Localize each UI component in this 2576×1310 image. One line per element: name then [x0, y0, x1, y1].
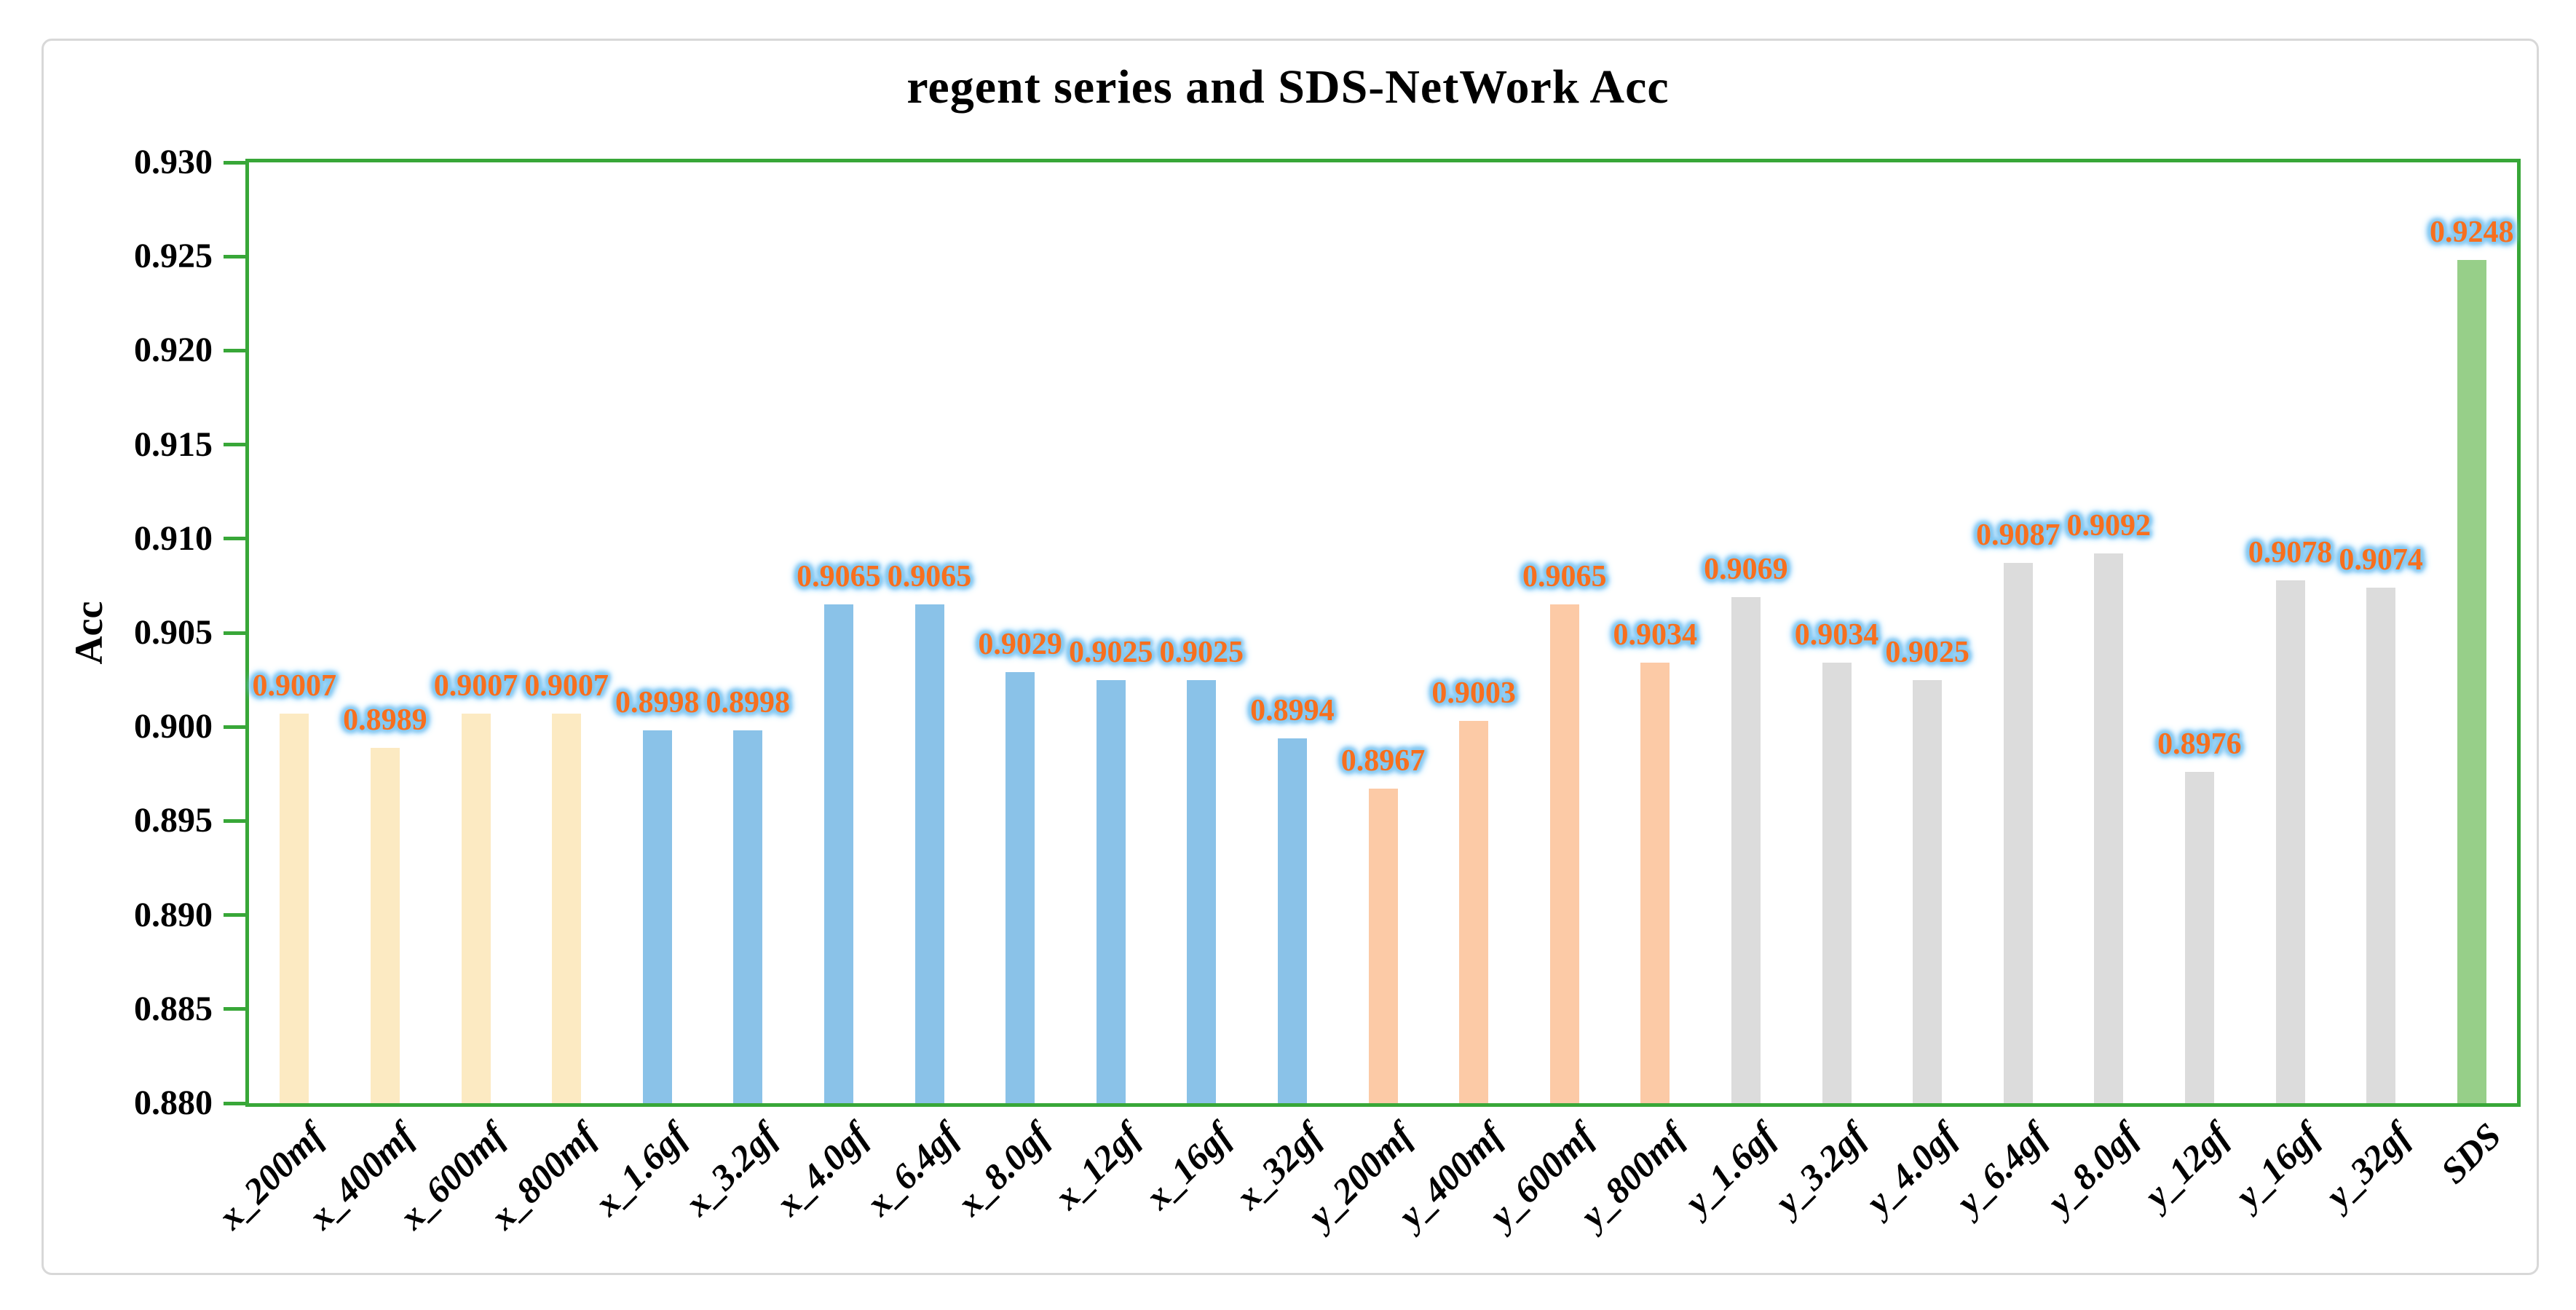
y-tick-label: 0.910 — [134, 518, 213, 558]
bar-value-label: 0.9065 — [887, 560, 972, 594]
bar-y_12gf — [2184, 772, 2214, 1103]
bar-x_8.0gf — [1005, 672, 1035, 1103]
bar-value-label: 0.8967 — [1340, 744, 1426, 778]
bar-value-label: 0.9029 — [978, 628, 1062, 662]
bar-value-label: 0.9069 — [1704, 552, 1788, 586]
bar-y_3.2gf — [1822, 663, 1852, 1103]
bar-y_200mf — [1368, 789, 1398, 1103]
y-tick-label: 0.920 — [134, 331, 213, 370]
bar-y_4.0gf — [1913, 679, 1943, 1103]
bar-value-label: 0.9025 — [1159, 635, 1244, 669]
y-tick-label: 0.885 — [134, 989, 213, 1028]
bar-y_6.4gf — [2003, 563, 2033, 1103]
bar-value-label: 0.9034 — [1613, 618, 1698, 652]
bar-value-label: 0.9074 — [2339, 542, 2423, 577]
bar-x_800mf — [552, 714, 582, 1103]
y-tick-mark — [224, 631, 245, 635]
bar-value-label: 0.8998 — [706, 686, 791, 720]
bar-x_400mf — [370, 747, 400, 1103]
bar-value-label: 0.9025 — [1885, 635, 1969, 669]
bar-x_16gf — [1187, 679, 1217, 1103]
plot-area: 0.9007 0.8989 0.9007 0.9007 0.8998 0.8998 0.90… — [134, 145, 2521, 1237]
bar-y_600mf — [1549, 604, 1579, 1103]
y-tick-mark — [224, 1101, 245, 1105]
bar-x_1.6gf — [642, 730, 672, 1103]
bar-value-label: 0.9087 — [1975, 518, 2061, 553]
bar-y_8.0gf — [2094, 553, 2124, 1103]
bar-value-label: 0.8994 — [1250, 693, 1335, 727]
y-tick-mark — [224, 913, 245, 918]
y-tick-mark — [224, 254, 245, 259]
y-tick-mark — [224, 818, 245, 823]
y-tick-mark — [224, 725, 245, 729]
bar-x_32gf — [1277, 738, 1307, 1103]
bar-value-label: 0.9007 — [433, 669, 518, 703]
bar-value-label: 0.9092 — [2066, 509, 2152, 543]
y-tick-mark — [224, 348, 245, 352]
bar-value-label: 0.9003 — [1431, 676, 1516, 711]
y-tick-label: 0.890 — [134, 895, 213, 934]
y-tick-label: 0.925 — [134, 237, 213, 276]
bar-x_4.0gf — [823, 604, 853, 1103]
y-tick-mark — [224, 537, 245, 541]
bar-value-label: 0.8998 — [615, 686, 700, 720]
chart-title: regent series and SDS-NetWork Acc — [906, 60, 1670, 114]
y-tick-mark — [224, 1007, 245, 1011]
bar-y_16gf — [2275, 580, 2305, 1103]
bar-value-label: 0.9025 — [1068, 635, 1153, 669]
bar-y_400mf — [1459, 721, 1489, 1103]
bar-y_800mf — [1640, 663, 1670, 1103]
bar-x_3.2gf — [733, 730, 763, 1103]
bar-value-label: 0.9078 — [2248, 535, 2333, 569]
bar-y_1.6gf — [1731, 596, 1761, 1103]
y-tick-label: 0.900 — [134, 707, 213, 746]
bar-SDS — [2457, 260, 2486, 1103]
bar-x_600mf — [461, 714, 491, 1103]
figure-frame — [42, 39, 2539, 1275]
y-tick-mark — [224, 160, 245, 165]
y-tick-mark — [224, 443, 245, 447]
bar-value-label: 0.8989 — [343, 703, 427, 737]
bar-value-label: 0.9007 — [524, 669, 609, 703]
bar-value-label: 0.9065 — [1522, 560, 1607, 594]
y-tick-label: 0.895 — [134, 801, 213, 840]
y-tick-label: 0.930 — [134, 143, 213, 181]
bar-value-label: 0.9248 — [2429, 216, 2514, 250]
bar-x_12gf — [1096, 679, 1126, 1103]
bar-value-label: 0.9007 — [252, 669, 337, 703]
y-tick-label: 0.880 — [134, 1084, 213, 1122]
bar-value-label: 0.8976 — [2157, 727, 2242, 762]
bar-value-label: 0.9034 — [1794, 618, 1879, 652]
bar-x_200mf — [280, 714, 309, 1103]
y-tick-label: 0.915 — [134, 425, 213, 464]
y-tick-label: 0.905 — [134, 613, 213, 652]
bar-value-label: 0.9065 — [797, 560, 881, 594]
bar-y_32gf — [2366, 587, 2396, 1103]
bar-x_6.4gf — [914, 604, 944, 1103]
